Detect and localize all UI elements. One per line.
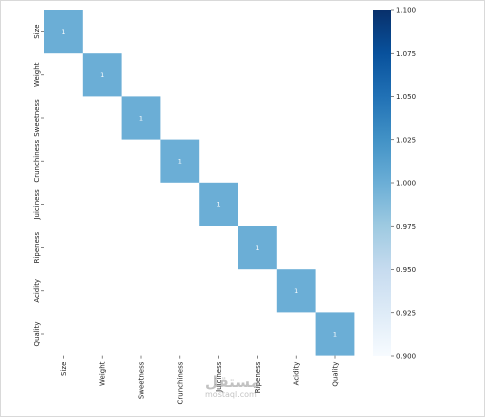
y-tick-label-size: Size xyxy=(33,24,41,38)
x-tick-label-size: Size xyxy=(60,362,68,376)
heatmap-cell-quality-quality xyxy=(315,312,355,356)
cell-value-label: 1 xyxy=(333,330,337,338)
cell-value-label: 1 xyxy=(61,28,65,36)
cell-value-label: 1 xyxy=(294,287,298,295)
y-tick-label-ripeness: Ripeness xyxy=(33,231,41,263)
cell-value-label: 1 xyxy=(217,201,221,209)
cell-value-label: 1 xyxy=(255,244,259,252)
cell-value-label: 1 xyxy=(100,71,104,79)
x-tick-label-crunchiness: Crunchiness xyxy=(176,361,184,404)
colorbar-tick-label: 0.900 xyxy=(396,353,416,361)
y-tick-label-acidity: Acidity xyxy=(33,279,41,303)
watermark-logo: مستقل mostaql.com xyxy=(205,373,260,399)
heatmap-cell-sweetness-sweetness xyxy=(121,96,161,140)
y-tick-label-juiciness: Juiciness xyxy=(33,189,41,221)
heatmap-cell-crunchiness-crunchiness xyxy=(160,139,200,183)
y-tick-labels: Size Weight Sweetness Crunchiness Juiciness R… xyxy=(33,24,44,347)
x-tick-label-sweetness: Sweetness xyxy=(138,361,146,399)
colorbar-tick-label: 0.925 xyxy=(396,309,416,317)
cell-value-label: 1 xyxy=(139,114,143,122)
colorbar-tick-label: 1.050 xyxy=(396,93,416,101)
heatmap-cells: 1 1 1 1 1 1 1 1 xyxy=(44,10,355,356)
cell-value-label: 1 xyxy=(178,158,182,166)
y-tick-label-weight: Weight xyxy=(33,62,41,87)
x-tick-label-quality: Quality xyxy=(332,362,340,387)
colorbar-tick-label: 1.025 xyxy=(396,136,416,144)
colorbar-tick-label: 1.000 xyxy=(396,180,416,188)
y-tick-label-quality: Quality xyxy=(33,321,41,346)
colorbar-tick-label: 1.100 xyxy=(396,7,416,15)
x-tick-label-weight: Weight xyxy=(99,361,107,386)
heatmap-cell-ripeness-ripeness xyxy=(238,226,277,270)
colorbar-tick-label: 0.950 xyxy=(396,266,416,274)
heatmap-cell-juiciness-juiciness xyxy=(199,182,238,226)
heatmap-cell-size-size xyxy=(44,10,83,54)
heatmap-cell-acidity-acidity xyxy=(276,269,316,313)
x-tick-labels: Size Weight Sweetness Crunchiness Juiciness R… xyxy=(60,355,340,405)
watermark-sign: مستقل xyxy=(205,373,260,391)
colorbar-ticks: 0.900 0.925 0.950 0.975 1.000 1.025 1.050 1.075… xyxy=(391,7,416,361)
colorbar-tick-label: 0.975 xyxy=(396,223,416,231)
y-tick-label-crunchiness: Crunchiness xyxy=(33,139,41,182)
colorbar xyxy=(373,10,391,356)
colorbar-tick-label: 1.075 xyxy=(396,50,416,58)
x-tick-label-acidity: Acidity xyxy=(293,362,301,386)
watermark-text: mostaql.com xyxy=(205,390,257,399)
x-tick-label-juiciness: Juiciness xyxy=(215,361,223,393)
x-tick-label-ripeness: Ripeness xyxy=(254,361,262,393)
y-tick-label-sweetness: Sweetness xyxy=(33,99,41,137)
heatmap-cell-weight-weight xyxy=(82,53,122,97)
